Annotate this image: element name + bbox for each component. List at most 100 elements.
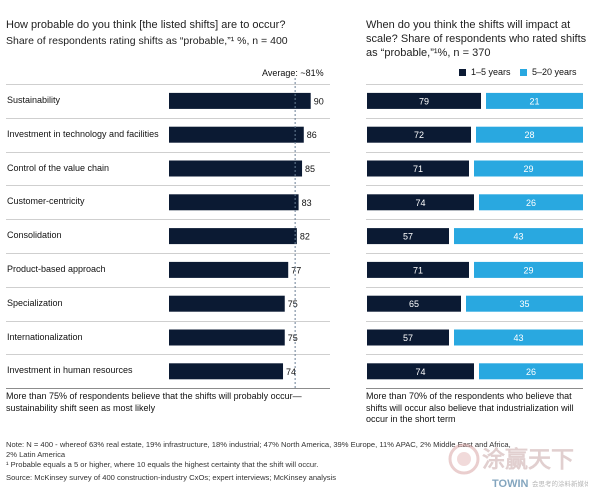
short-term-value-label: 79: [419, 96, 429, 106]
right-row-separator: [366, 286, 583, 288]
long-term-bar: [474, 160, 583, 177]
left-row-separator: [6, 388, 330, 390]
long-term-value-label: 29: [523, 265, 533, 275]
probability-value-label: 85: [305, 164, 315, 174]
short-term-value-label: 71: [413, 164, 423, 174]
short-term-value-label: 57: [403, 232, 413, 242]
right-row-separator: [366, 354, 583, 356]
left-row-separator: [6, 253, 330, 254]
probability-bar: [169, 194, 299, 211]
category-label: Internationalization: [7, 331, 83, 342]
left-chart-caption: More than 75% of respondents believe tha…: [6, 391, 302, 413]
category-label: Product-based approach: [7, 263, 106, 274]
average-label: Average: ~81%: [262, 68, 324, 78]
left-row-separator: [6, 117, 330, 119]
short-term-value-label: 57: [403, 333, 413, 343]
legend-label-short-term: 1–5 years: [471, 67, 511, 77]
probability-value-label: 77: [291, 265, 301, 275]
footnote-source: Source: McKinsey survey of 400 construct…: [6, 473, 337, 482]
long-term-value-label: 35: [519, 299, 529, 309]
short-term-bar: [367, 194, 474, 211]
long-term-bar: [466, 295, 583, 312]
left-row-separator: [6, 320, 330, 322]
category-label: Sustainability: [7, 94, 61, 105]
long-term-value-label: 28: [524, 130, 534, 140]
left-chart-subtitle: Share of respondents rating shifts as “p…: [6, 35, 288, 47]
probability-bar: [169, 261, 289, 278]
category-label: Consolidation: [7, 230, 62, 241]
legend-swatch-cyan: [520, 68, 527, 76]
svg-text:涂赢天下: 涂赢天下: [482, 446, 574, 473]
short-term-value-label: 74: [415, 198, 425, 208]
right-row-separator: [366, 219, 583, 221]
left-chart-title: How probable do you think [the listed sh…: [6, 19, 286, 31]
probability-bar: [169, 363, 284, 380]
long-term-bar: [486, 92, 583, 109]
right-row-separator: [366, 388, 583, 390]
legend-item-long-term: 5–20 years: [520, 67, 577, 77]
short-term-bar: [367, 295, 461, 312]
probability-value-label: 82: [300, 232, 310, 242]
footnote-probable: ¹ Probable equals a 5 or higher, where 1…: [6, 460, 319, 469]
probability-value-label: 83: [302, 198, 312, 208]
svg-text:TOWIN: TOWIN: [492, 478, 529, 490]
probability-bar: [169, 160, 303, 177]
long-term-value-label: 29: [523, 164, 533, 174]
legend-swatch-navy: [459, 68, 466, 76]
short-term-value-label: 74: [415, 367, 425, 377]
short-term-value-label: 71: [413, 265, 423, 275]
long-term-bar: [454, 329, 583, 346]
watermark-emblem-icon: 涂赢天下 TOWIN 会思考的涂料新媒体: [448, 443, 591, 490]
probability-value-label: 86: [307, 130, 317, 140]
long-term-bar: [474, 261, 583, 278]
short-term-bar: [367, 92, 481, 109]
left-row-separator: [6, 151, 330, 153]
left-row-separator: [6, 185, 330, 187]
short-term-value-label: 72: [414, 130, 424, 140]
right-row-separator: [366, 84, 583, 85]
long-term-bar: [479, 363, 583, 380]
short-term-bar: [367, 329, 449, 346]
footnote-note: Note: N = 400 - whereof 63% real estate,…: [6, 440, 511, 459]
right-row-separator: [366, 253, 583, 254]
category-label: Specialization: [7, 297, 63, 308]
long-term-value-label: 43: [513, 232, 523, 242]
probability-bar: [169, 126, 304, 143]
long-term-value-label: 21: [529, 96, 539, 106]
legend-label-long-term: 5–20 years: [532, 67, 577, 77]
category-label: Control of the value chain: [7, 162, 110, 173]
short-term-value-label: 65: [409, 299, 419, 309]
short-term-bar: [367, 160, 469, 177]
probability-value-label: 75: [288, 299, 298, 309]
long-term-bar: [479, 194, 583, 211]
left-row-separator: [6, 84, 330, 85]
right-chart-caption: More than 70% of the respondents who bel…: [366, 391, 574, 424]
right-chart-title: When do you think the shifts will impact…: [366, 19, 587, 59]
short-term-bar: [367, 126, 471, 143]
category-label: Investment in technology and facilities: [7, 128, 159, 139]
short-term-bar: [367, 261, 469, 278]
right-row-separator: [366, 117, 583, 119]
long-term-bar: [476, 126, 583, 143]
probability-bar: [169, 92, 311, 109]
long-term-bar: [454, 228, 583, 245]
left-row-separator: [6, 286, 330, 288]
category-label: Customer-centricity: [7, 196, 85, 207]
probability-value-label: 90: [314, 96, 324, 106]
probability-value-label: 75: [288, 333, 298, 343]
long-term-value-label: 26: [526, 367, 536, 377]
left-row-separator: [6, 354, 330, 356]
left-row-separator: [6, 219, 330, 221]
right-row-separator: [366, 320, 583, 322]
legend-item-short-term: 1–5 years: [459, 67, 511, 77]
right-row-separator: [366, 185, 583, 187]
short-term-bar: [367, 228, 449, 245]
long-term-value-label: 26: [526, 198, 536, 208]
long-term-value-label: 43: [513, 333, 523, 343]
right-row-separator: [366, 151, 583, 153]
category-label: Investment in human resources: [7, 365, 133, 376]
probability-bar: [169, 329, 285, 346]
short-term-bar: [367, 363, 474, 380]
probability-value-label: 74: [286, 367, 296, 377]
